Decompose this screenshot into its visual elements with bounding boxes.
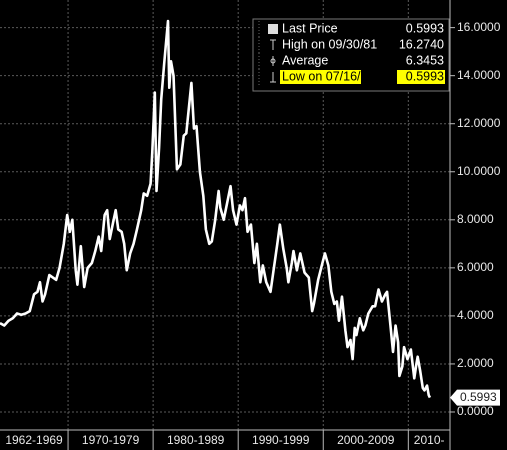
legend: Last Price 0.5993 High on 09/30/81 16.2740 A… — [252, 18, 450, 92]
y-tick-label: 14.0000 — [457, 68, 501, 82]
x-tick-label: 1962-1969 — [5, 433, 63, 447]
x-tick-label: 2000-2009 — [337, 433, 395, 447]
y-tick-label: 2.0000 — [457, 356, 494, 370]
legend-icon — [268, 24, 278, 34]
legend-value: 0.5993 — [406, 69, 444, 83]
y-tick-label: 10.0000 — [457, 164, 501, 178]
last-price-label: 0.5993 — [460, 390, 497, 404]
legend-icon — [270, 58, 276, 64]
legend-highlight — [280, 70, 361, 84]
y-tick-label: 12.0000 — [457, 116, 501, 130]
legend-label: High on 09/30/81 — [282, 37, 377, 51]
x-tick-label: 1990-1999 — [252, 433, 310, 447]
legend-label: Average — [282, 53, 328, 67]
x-tick-label: 2010- — [414, 433, 445, 447]
y-tick-label: 8.0000 — [457, 212, 494, 226]
legend-highlight — [397, 70, 445, 84]
last-price-tag — [450, 389, 500, 406]
legend-label: Low on 07/16/12 — [282, 69, 374, 83]
y-tick-label: 0.0000 — [457, 404, 494, 418]
x-tick-label: 1970-1979 — [82, 433, 140, 447]
y-tick-label: 4.0000 — [457, 308, 494, 322]
y-tick-label: 16.0000 — [457, 20, 501, 34]
legend-value: 6.3453 — [406, 53, 444, 67]
legend-value: 0.5993 — [406, 21, 444, 35]
legend-value: 16.2740 — [399, 37, 444, 51]
x-tick-label: 1980-1989 — [167, 433, 225, 447]
y-tick-label: 6.0000 — [457, 260, 494, 274]
price-line — [0, 19, 432, 399]
legend-label: Last Price — [282, 21, 338, 35]
